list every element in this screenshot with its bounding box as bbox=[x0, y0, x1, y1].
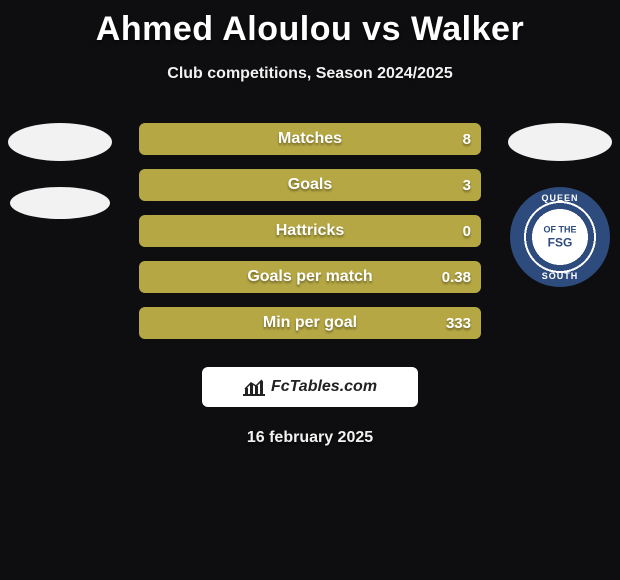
qos-center: OF THE FSG bbox=[544, 226, 577, 249]
stat-bar: Goals per match 0.38 bbox=[139, 261, 481, 293]
qos-text-bottom: SOUTH bbox=[510, 271, 610, 281]
team-badge-qos: QUEEN SOUTH OF THE FSG bbox=[510, 187, 610, 287]
stat-label: Hattricks bbox=[276, 222, 344, 240]
stat-label: Goals per match bbox=[247, 268, 372, 286]
stat-label: Min per goal bbox=[263, 314, 357, 332]
stat-bar: Goals 3 bbox=[139, 169, 481, 201]
team-badge-placeholder bbox=[8, 123, 112, 161]
stat-value-right: 8 bbox=[463, 131, 471, 148]
left-team-badges bbox=[8, 123, 112, 219]
stat-value-right: 3 bbox=[463, 177, 471, 194]
chart-icon bbox=[243, 378, 265, 396]
page-title: Ahmed Aloulou vs Walker bbox=[0, 0, 620, 49]
stat-value-right: 333 bbox=[446, 315, 471, 332]
right-team-badges: QUEEN SOUTH OF THE FSG bbox=[508, 123, 612, 287]
stat-value-right: 0 bbox=[463, 223, 471, 240]
stat-label: Matches bbox=[278, 130, 342, 148]
snapshot-date: 16 february 2025 bbox=[0, 429, 620, 447]
qos-center-top: OF THE bbox=[544, 226, 577, 235]
qos-text-top: QUEEN bbox=[510, 193, 610, 203]
subtitle: Club competitions, Season 2024/2025 bbox=[0, 65, 620, 83]
comparison-panel: QUEEN SOUTH OF THE FSG Matches 8 Goals 3 Hat… bbox=[0, 123, 620, 339]
team-badge-placeholder bbox=[508, 123, 612, 161]
stat-bar: Matches 8 bbox=[139, 123, 481, 155]
stat-bar: Hattricks 0 bbox=[139, 215, 481, 247]
qos-center-main: FSG bbox=[544, 237, 577, 249]
stat-label: Goals bbox=[288, 176, 332, 194]
brand-text: FcTables.com bbox=[271, 378, 377, 396]
stat-bars: Matches 8 Goals 3 Hattricks 0 Goals per match 0… bbox=[139, 123, 481, 339]
team-badge-placeholder bbox=[10, 187, 110, 219]
stat-bar: Min per goal 333 bbox=[139, 307, 481, 339]
brand-badge[interactable]: FcTables.com bbox=[202, 367, 418, 407]
stat-value-right: 0.38 bbox=[442, 269, 471, 286]
